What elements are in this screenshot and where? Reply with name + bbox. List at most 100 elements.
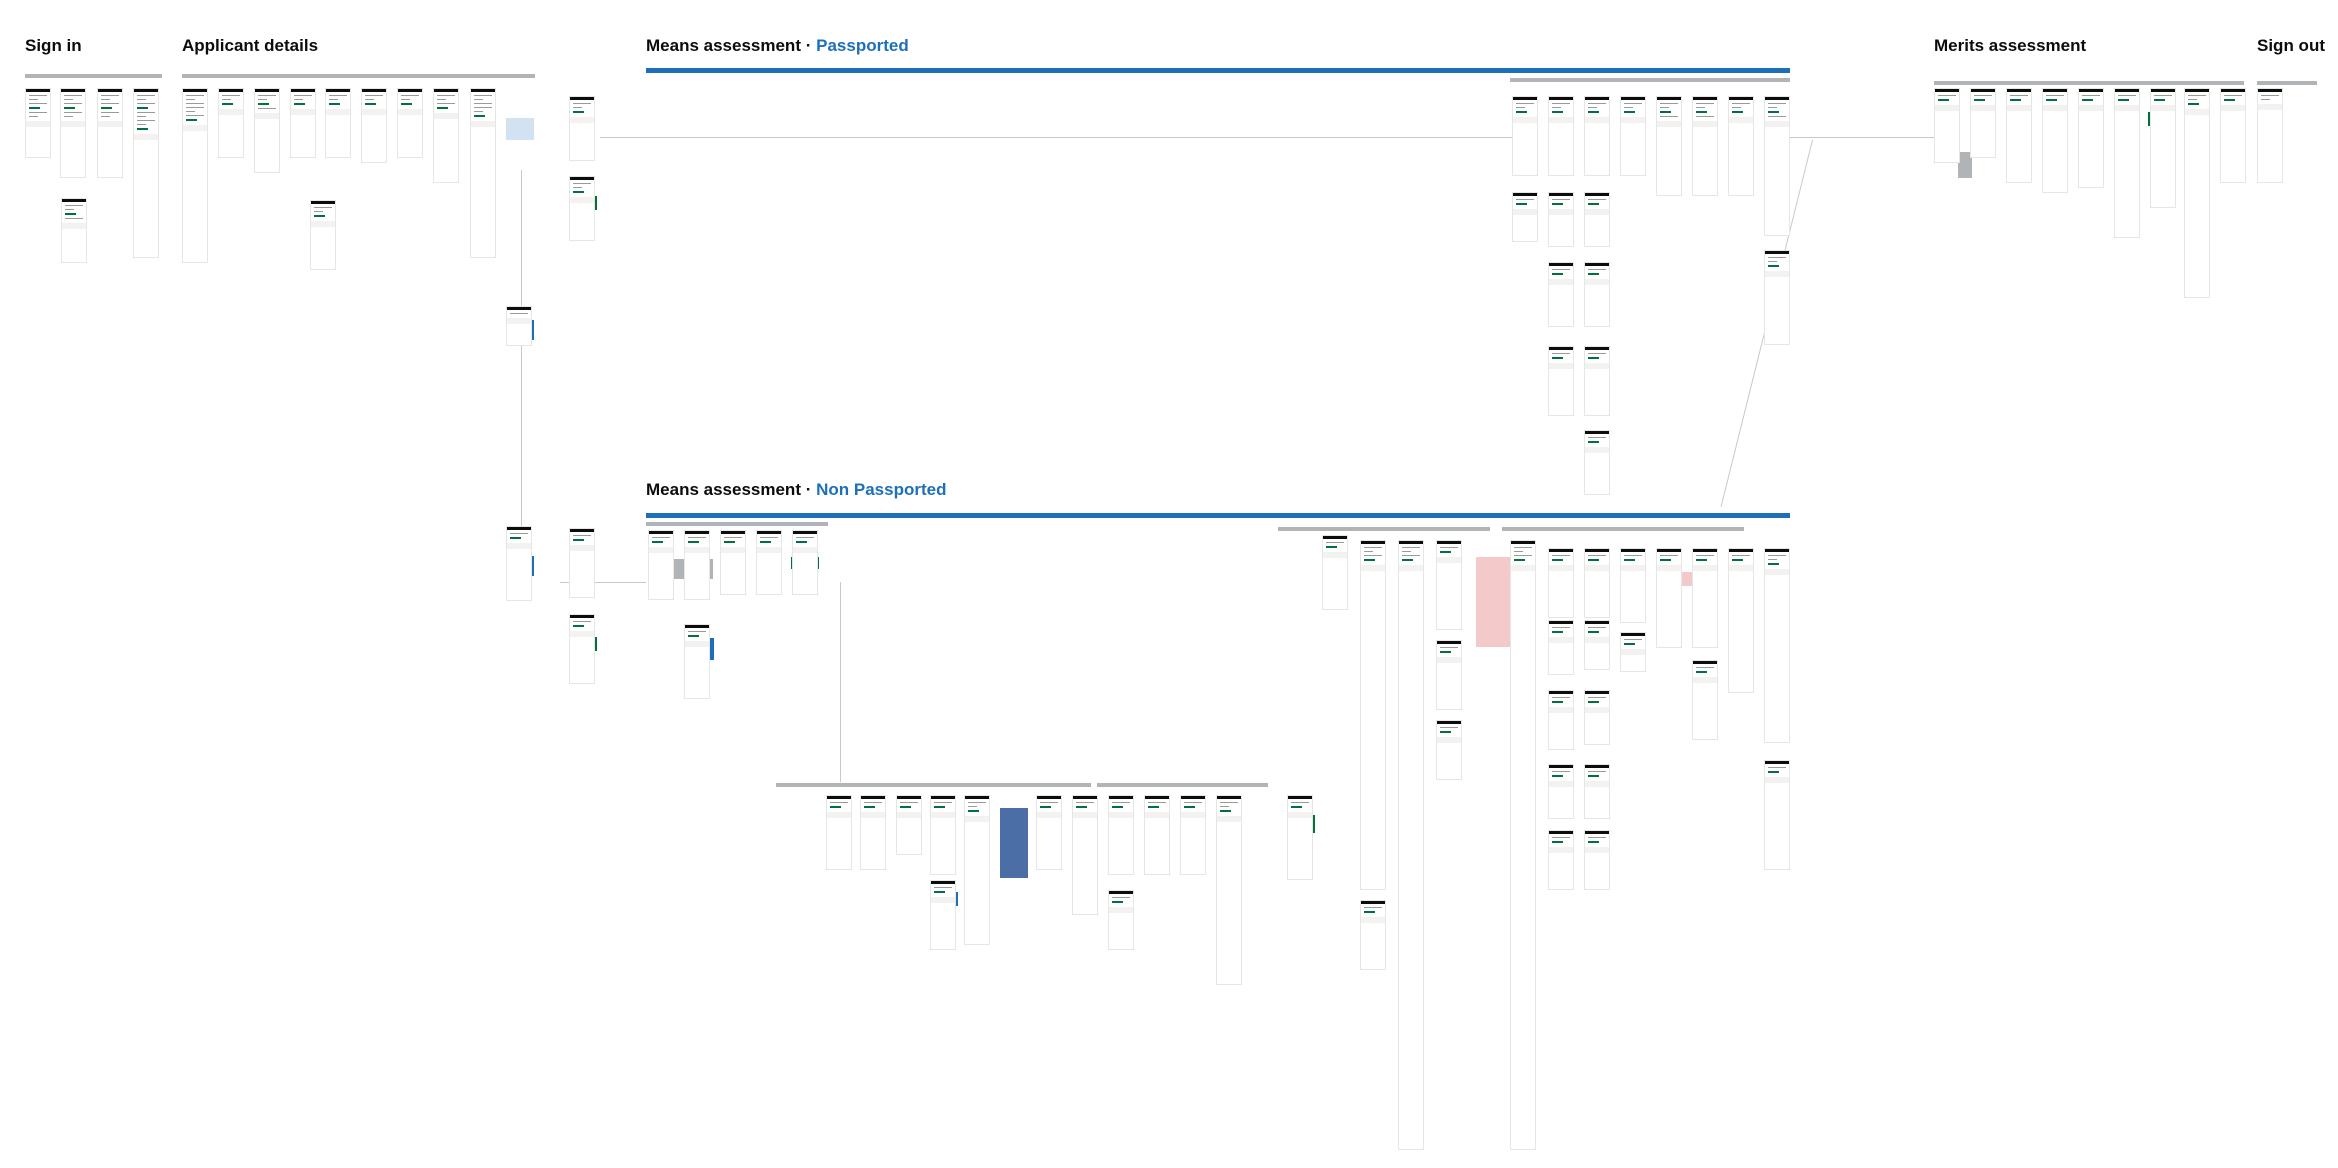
band-sign-out	[2257, 81, 2317, 85]
band-applicant-details	[182, 74, 535, 78]
screen-thumbnail	[1360, 900, 1386, 970]
screen-thumbnail	[325, 88, 351, 158]
highlight-slate-np	[1000, 808, 1028, 878]
screen-thumbnail	[397, 88, 423, 158]
screen-thumbnail	[1764, 250, 1790, 345]
highlight-grey-merits	[1958, 152, 1972, 178]
band-non-passported-sub-1	[646, 522, 828, 526]
screen-thumbnail	[1322, 535, 1348, 610]
screen-thumbnail	[1584, 96, 1610, 176]
band-means-passported-sub	[1510, 78, 1790, 82]
section-title-means-passported: Means assessment · Passported	[646, 36, 909, 56]
screen-thumbnail	[1584, 830, 1610, 890]
screen-thumbnail	[133, 88, 159, 258]
band-non-passported-sub-3	[1502, 527, 1744, 531]
screen-thumbnail	[1072, 795, 1098, 915]
screen-thumbnail	[1436, 640, 1462, 710]
screen-thumbnail	[1510, 540, 1536, 1150]
means-non-passported-accent-text: Non Passported	[816, 480, 947, 499]
screen-thumbnail	[1656, 96, 1682, 196]
screen-thumbnail	[1764, 548, 1790, 743]
screen-thumbnail	[684, 624, 710, 699]
flow-line-sub-branch	[840, 582, 841, 782]
screen-thumbnail	[1584, 430, 1610, 495]
highlight-lightblue-applicant	[506, 118, 534, 140]
band-merits	[1934, 81, 2244, 85]
screen-thumbnail	[1584, 548, 1610, 618]
screen-thumbnail	[1584, 262, 1610, 327]
screen-thumbnail	[218, 88, 244, 158]
screen-thumbnail	[2114, 88, 2140, 238]
screen-thumbnail	[1036, 795, 1062, 870]
band-sign-in	[25, 74, 162, 78]
screen-thumbnail	[97, 88, 123, 178]
screen-thumbnail	[2220, 88, 2246, 183]
screen-thumbnail	[1692, 660, 1718, 740]
band-non-passported-sub-2	[1278, 527, 1490, 531]
screen-thumbnail	[2006, 88, 2032, 183]
screen-thumbnail	[1144, 795, 1170, 875]
screen-thumbnail	[569, 614, 595, 684]
screen-thumbnail	[310, 200, 336, 270]
screen-thumbnail	[1764, 760, 1790, 870]
screen-thumbnail	[290, 88, 316, 158]
screen-thumbnail	[1548, 96, 1574, 176]
screen-thumbnail	[361, 88, 387, 163]
screen-thumbnail	[25, 88, 51, 158]
screen-thumbnail	[792, 530, 818, 595]
screen-thumbnail	[684, 530, 710, 600]
screen-thumbnail	[182, 88, 208, 263]
screen-thumbnail	[1548, 192, 1574, 247]
screen-thumbnail	[826, 795, 852, 870]
screen-thumbnail	[1584, 764, 1610, 819]
flow-line-vertical-branch	[521, 170, 522, 530]
flow-line-to-merits	[1790, 137, 1934, 138]
screen-thumbnail	[2257, 88, 2283, 183]
screen-thumbnail	[254, 88, 280, 173]
means-passported-accent-text: Passported	[816, 36, 909, 55]
screen-thumbnail	[1620, 632, 1646, 672]
section-title-sign-in-text: Sign in	[25, 36, 82, 55]
screen-thumbnail	[2078, 88, 2104, 188]
screen-thumbnail	[1548, 690, 1574, 750]
screen-thumbnail	[1108, 890, 1134, 950]
screen-thumbnail	[569, 176, 595, 241]
screen-thumbnail	[1548, 548, 1574, 618]
screen-thumbnail	[1548, 620, 1574, 675]
screen-thumbnail	[1548, 764, 1574, 819]
screen-thumbnail	[433, 88, 459, 183]
screen-thumbnail	[1512, 192, 1538, 242]
section-title-sign-out: Sign out	[2257, 36, 2325, 56]
screen-thumbnail	[1436, 540, 1462, 630]
means-non-passported-separator: ·	[805, 480, 812, 499]
screen-thumbnail	[61, 198, 87, 263]
means-passported-main-text: Means assessment	[646, 36, 801, 55]
screen-thumbnail	[1548, 262, 1574, 327]
screen-thumbnail	[2184, 88, 2210, 298]
section-title-sign-out-text: Sign out	[2257, 36, 2325, 55]
means-passported-separator: ·	[805, 36, 812, 55]
screen-thumbnail	[1548, 830, 1574, 890]
screen-thumbnail	[1512, 96, 1538, 176]
screen-thumbnail	[1692, 96, 1718, 196]
screen-thumbnail	[2150, 88, 2176, 208]
section-title-merits-text: Merits assessment	[1934, 36, 2087, 55]
band-means-passported	[646, 68, 1790, 73]
screen-thumbnail	[1728, 548, 1754, 693]
screen-thumbnail	[1934, 88, 1960, 163]
screen-thumbnail	[648, 530, 674, 600]
section-title-merits: Merits assessment	[1934, 36, 2086, 56]
band-non-passported-sub-5	[1097, 783, 1268, 787]
screen-thumbnail	[1764, 96, 1790, 236]
screen-thumbnail	[930, 795, 956, 875]
screen-thumbnail	[2042, 88, 2068, 193]
screen-thumbnail	[1398, 540, 1424, 1150]
screen-thumbnail	[896, 795, 922, 855]
screen-thumbnail	[1620, 96, 1646, 176]
screen-thumbnail	[720, 530, 746, 595]
screen-thumbnail	[964, 795, 990, 945]
section-title-applicant-details: Applicant details	[182, 36, 318, 56]
flow-line-non-passported	[560, 582, 646, 583]
screen-thumbnail	[1108, 795, 1134, 875]
flow-line-passported	[600, 137, 1512, 138]
